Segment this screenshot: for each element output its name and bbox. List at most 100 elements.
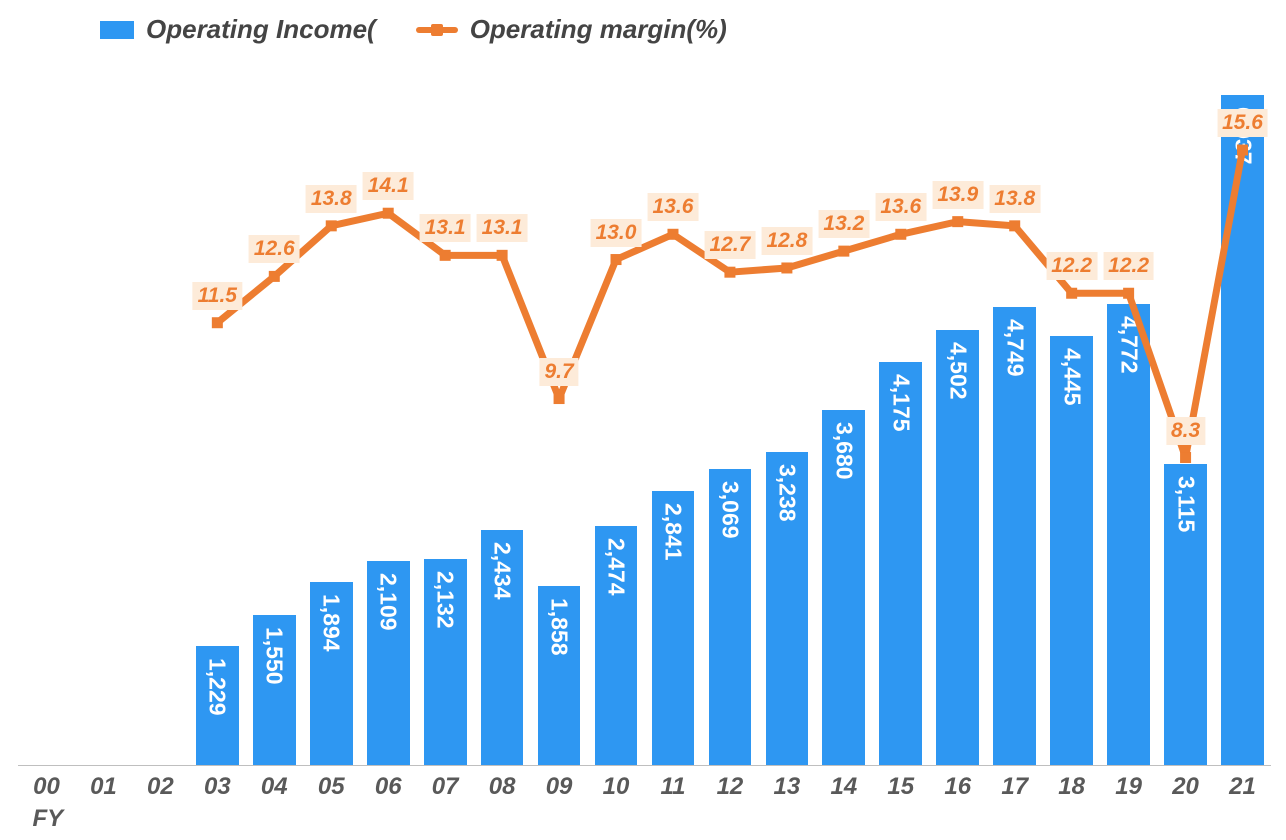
line-value-label: 14.1: [363, 172, 414, 200]
legend: Operating Income( Operating margin(%): [100, 14, 1286, 45]
bar-value-label: 2,841: [659, 503, 686, 561]
line-marker: [1066, 288, 1077, 299]
bar: 1,894: [310, 582, 353, 765]
line-value-label: 9.7: [539, 358, 578, 386]
bar: 2,474: [595, 526, 638, 765]
x-axis-tick: 03: [204, 773, 231, 801]
x-axis-tick: 00: [33, 773, 60, 801]
x-axis-tick: 21: [1229, 773, 1256, 801]
bar-value-label: 3,069: [716, 481, 743, 539]
x-axis-tick: 20: [1172, 773, 1199, 801]
bar-value-label: 2,109: [375, 573, 402, 631]
bar: 4,749: [993, 307, 1036, 765]
line-value-label: 13.1: [420, 214, 471, 242]
legend-item: Operating Income(: [100, 14, 376, 45]
bar: 1,229: [196, 646, 239, 765]
x-axis-tick: 04: [261, 773, 288, 801]
x-axis-baseline: [18, 765, 1271, 766]
x-axis-tick: 16: [944, 773, 971, 801]
x-axis-tick: 09: [546, 773, 573, 801]
bar-value-label: 4,175: [887, 374, 914, 432]
line-value-label: 12.7: [704, 231, 755, 259]
x-axis-tick: 13: [774, 773, 801, 801]
line-marker: [212, 317, 223, 328]
line-marker: [781, 262, 792, 273]
line-value-label: 13.0: [591, 219, 642, 247]
bar: 2,841: [652, 491, 695, 765]
x-axis-tick: 15: [887, 773, 914, 801]
line-marker: [895, 229, 906, 240]
bar-value-label: 1,550: [261, 627, 288, 685]
line-marker: [326, 220, 337, 231]
line-value-label: 13.6: [875, 193, 926, 221]
x-axis-tick: 01: [90, 773, 117, 801]
bar-value-label: 3,115: [1172, 476, 1199, 532]
bar-value-label: 2,474: [603, 538, 630, 596]
bar: 6,937: [1221, 95, 1264, 765]
x-axis-title: FY: [32, 805, 63, 833]
x-axis-tick: 11: [661, 773, 686, 801]
line-value-label: 13.8: [989, 185, 1040, 213]
bar: 4,445: [1050, 336, 1093, 765]
line-value-label: 8.3: [1166, 417, 1205, 445]
x-axis-tick: 12: [717, 773, 744, 801]
bar: 3,680: [822, 410, 865, 765]
bar-value-label: 4,502: [944, 342, 971, 400]
x-axis-tick: 08: [489, 773, 516, 801]
line-marker: [1123, 288, 1134, 299]
legend-item: Operating margin(%): [416, 14, 727, 45]
line-marker: [611, 254, 622, 265]
bar: 1,550: [253, 615, 296, 765]
line-value-label: 15.6: [1217, 109, 1268, 137]
line-value-label: 12.2: [1103, 252, 1154, 280]
bar: 4,772: [1107, 304, 1150, 765]
line-marker: [1180, 452, 1191, 463]
line-marker: [269, 271, 280, 282]
legend-label: Operating Income(: [146, 14, 376, 45]
bar-value-label: 4,445: [1058, 348, 1085, 406]
bar-value-label: 1,894: [318, 594, 345, 652]
bar-value-label: 4,772: [1115, 316, 1142, 374]
plot-area: 1,229 1,550 1,894 2,109 2,132 2,434 1,858 2,474…: [18, 70, 1271, 765]
line-value-label: 13.6: [648, 193, 699, 221]
line-marker: [383, 208, 394, 219]
bar-value-label: 2,434: [489, 542, 516, 600]
line-marker: [724, 267, 735, 278]
bar-value-label: 1,858: [546, 598, 573, 656]
bar-value-label: 2,132: [432, 571, 459, 629]
x-axis-tick: 19: [1115, 773, 1142, 801]
bar: 3,115: [1164, 464, 1207, 765]
legend-swatch-line-icon: [416, 27, 458, 33]
line-value-label: 13.1: [477, 214, 528, 242]
line-marker: [1009, 220, 1020, 231]
bar: 1,858: [538, 586, 581, 765]
line-value-label: 12.8: [761, 227, 812, 255]
line-value-label: 13.2: [818, 210, 869, 238]
bar: 4,175: [879, 362, 922, 765]
bar: 4,502: [936, 330, 979, 765]
bar-value-label: 1,229: [204, 658, 231, 716]
x-axis-tick: 10: [603, 773, 630, 801]
bar-value-label: 4,749: [1001, 319, 1028, 377]
bar: 2,132: [424, 559, 467, 765]
bar-value-label: 3,680: [830, 422, 857, 480]
chart-container: Operating Income( Operating margin(%) 1,2…: [0, 0, 1286, 840]
line-marker: [440, 250, 451, 261]
bar: 2,109: [367, 561, 410, 765]
bar: 2,434: [481, 530, 524, 765]
line-value-label: 13.9: [932, 181, 983, 209]
line-value-label: 12.6: [249, 235, 300, 263]
legend-swatch-bar-icon: [100, 21, 134, 39]
line-marker: [838, 246, 849, 257]
x-axis-tick: 07: [432, 773, 459, 801]
legend-label: Operating margin(%): [470, 14, 727, 45]
line-marker: [667, 229, 678, 240]
line-marker: [497, 250, 508, 261]
x-axis-tick: 14: [830, 773, 857, 801]
x-axis-tick: 02: [147, 773, 174, 801]
x-axis-tick: 05: [318, 773, 345, 801]
bar: 3,069: [709, 469, 752, 765]
line-value-label: 11.5: [193, 282, 242, 310]
line-marker: [554, 393, 565, 404]
line-value-label: 12.2: [1046, 252, 1097, 280]
